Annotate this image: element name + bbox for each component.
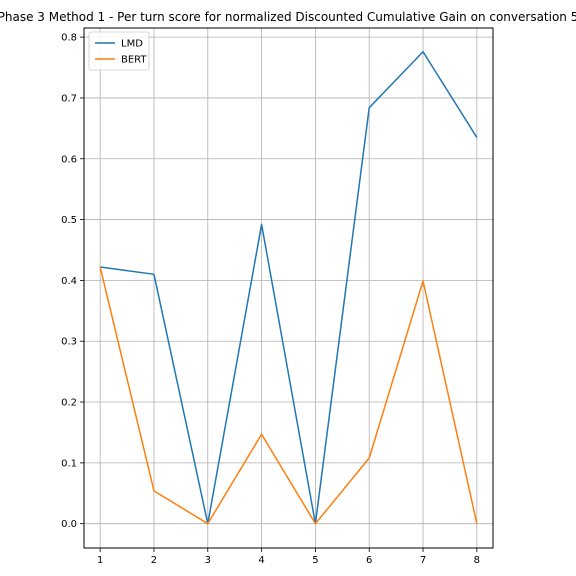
- grid-lines: [84, 28, 493, 548]
- x-tick-label: 2: [151, 555, 157, 566]
- x-tick-label: 3: [205, 555, 211, 566]
- legend: LMD BERT: [88, 31, 150, 71]
- legend-box: [88, 31, 150, 71]
- legend-label-bert: BERT: [121, 55, 147, 66]
- y-tick-label: 0.7: [61, 93, 77, 104]
- y-tick-label: 0.8: [61, 33, 77, 44]
- x-axis: 1 2 3 4 5 6 7 8: [97, 548, 480, 566]
- x-tick-label: 4: [258, 555, 264, 566]
- y-tick-label: 0.5: [61, 215, 77, 226]
- y-tick-label: 0.1: [61, 458, 77, 469]
- y-tick-label: 0.2: [61, 398, 77, 409]
- plot-frame: [83, 27, 494, 549]
- x-tick-label: 8: [474, 555, 480, 566]
- chart-title: Phase 3 Method 1 - Per turn score for no…: [0, 10, 576, 24]
- series-line-lmd: [100, 50, 478, 525]
- legend-label-lmd: LMD: [121, 39, 143, 50]
- x-tick-label: 6: [366, 555, 372, 566]
- y-tick-label: 0.3: [61, 337, 77, 348]
- series-line-bert: [99, 266, 478, 525]
- x-tick-label: 1: [97, 555, 103, 566]
- y-tick-label: 0.0: [61, 519, 77, 530]
- y-tick-label: 0.6: [61, 154, 77, 165]
- series-lines: [99, 50, 478, 525]
- y-tick-label: 0.4: [61, 276, 77, 287]
- y-axis: 0.0 0.1 0.2 0.3 0.4 0.5 0.6 0.7 0.8: [61, 33, 84, 530]
- x-tick-label: 5: [312, 555, 318, 566]
- x-tick-label: 7: [420, 555, 426, 566]
